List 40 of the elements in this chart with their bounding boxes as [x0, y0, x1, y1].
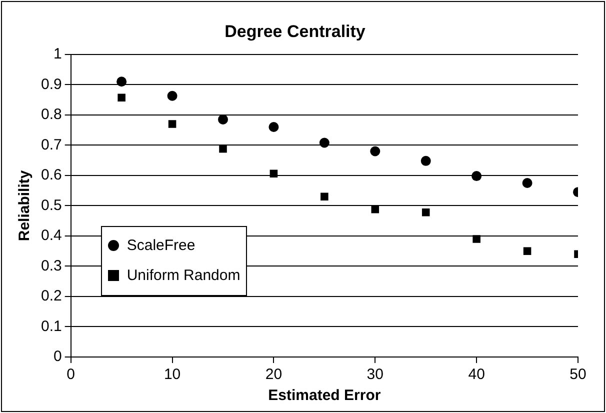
point — [118, 94, 126, 102]
point — [522, 178, 532, 188]
x-tick-label: 0 — [66, 366, 76, 384]
y-tick-label: 1 — [54, 46, 62, 63]
point — [116, 76, 127, 87]
legend-label: ScaleFree — [126, 236, 196, 256]
point — [270, 170, 278, 178]
legend-label: Uniform Random — [126, 266, 240, 286]
x-tick-label: 40 — [468, 366, 485, 384]
point — [268, 122, 279, 132]
y-tick-label: 0.2 — [40, 288, 62, 305]
point — [472, 235, 480, 243]
y-tick-label: 0.4 — [40, 227, 62, 244]
chart-title: Degree Centrality — [224, 22, 366, 41]
point — [320, 192, 328, 201]
point — [422, 208, 430, 216]
y-tick-label: 0.8 — [40, 106, 62, 124]
y-tick-label: 0 — [54, 348, 62, 366]
x-tick-label: 10 — [164, 366, 181, 384]
y-tick-label: 0.5 — [40, 196, 62, 214]
x-tick-label: 20 — [265, 366, 282, 384]
point — [219, 144, 227, 153]
point — [218, 114, 228, 124]
y-tick-label: 0.6 — [40, 166, 62, 184]
y-axis-title: Reliability — [16, 170, 34, 242]
y-tick-label: 0.3 — [40, 257, 62, 274]
point — [370, 146, 380, 156]
x-tick-label: 50 — [570, 366, 586, 384]
point — [371, 205, 380, 214]
y-tick-label: 0.7 — [40, 136, 62, 154]
y-tick-label: 0.9 — [40, 76, 62, 93]
point — [319, 138, 330, 148]
point — [472, 171, 482, 182]
y-tick-label: 0.1 — [40, 318, 62, 335]
point — [168, 120, 176, 128]
point — [523, 247, 532, 255]
x-tick-label: 30 — [366, 366, 384, 384]
x-axis-title: Estimated Error — [268, 387, 381, 404]
point — [420, 156, 431, 166]
point — [167, 90, 178, 101]
